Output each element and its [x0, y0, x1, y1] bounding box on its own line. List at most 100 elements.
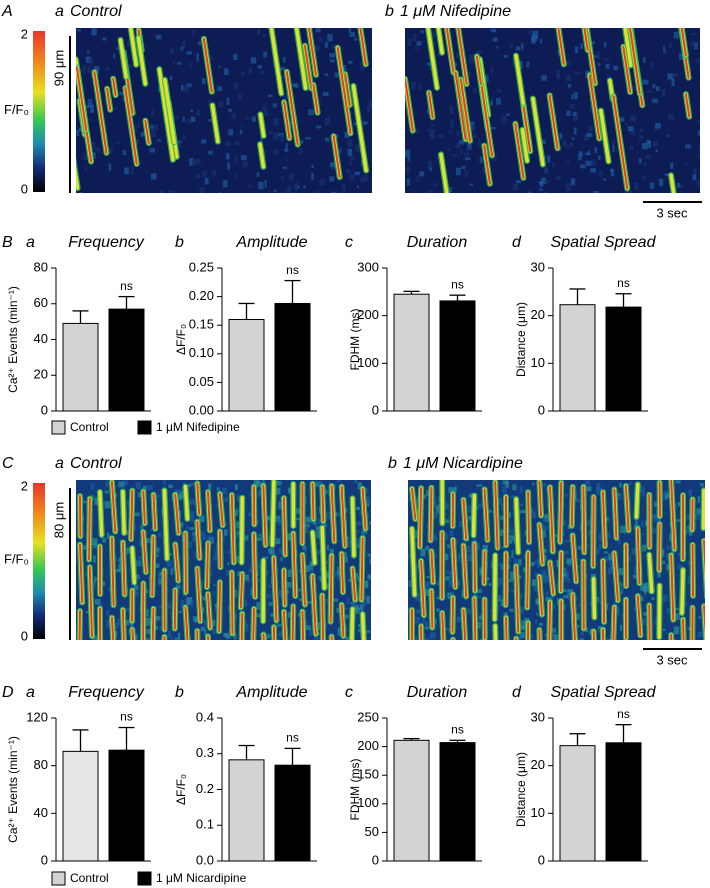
- y-tick-label: 200: [357, 307, 379, 322]
- kymo-noise: [280, 557, 283, 562]
- kymo-noise: [616, 569, 621, 572]
- kymo-noise: [565, 61, 571, 66]
- kymo-noise: [540, 483, 547, 487]
- kymo-noise: [469, 56, 476, 64]
- kymo-noise: [258, 489, 263, 497]
- streak: [269, 28, 283, 96]
- kymo-noise: [360, 177, 366, 183]
- kymo-noise: [263, 51, 268, 58]
- streak: [549, 561, 555, 595]
- kymo-noise: [154, 563, 160, 568]
- kymo-noise: [363, 602, 367, 605]
- kymo-noise: [90, 483, 95, 490]
- kymo-noise: [686, 513, 690, 520]
- kymo-noise: [415, 610, 422, 613]
- kymo-noise: [92, 635, 98, 640]
- kymo-noise: [490, 28, 496, 33]
- kymo-noise: [248, 67, 253, 74]
- kymo-noise: [327, 34, 333, 42]
- streak: [163, 78, 176, 145]
- kymo-noise: [199, 186, 205, 193]
- kymo-noise: [431, 31, 436, 38]
- kymo-noise: [178, 632, 181, 640]
- streak: [582, 485, 586, 554]
- kymo-noise: [273, 118, 279, 126]
- streak: [439, 152, 449, 193]
- kymo-noise: [596, 487, 602, 496]
- streak: [634, 482, 640, 519]
- bar: [559, 304, 596, 412]
- kymo-noise: [640, 533, 644, 536]
- chart-title: Spatial Spread: [551, 684, 657, 701]
- kymo-noise: [591, 41, 595, 45]
- kymo-noise: [518, 503, 524, 507]
- y-tick-label: 0.2: [196, 781, 214, 796]
- kymo-noise: [237, 94, 243, 100]
- kymo-noise: [605, 603, 609, 610]
- kymo-noise: [365, 501, 370, 507]
- kymo-noise: [344, 508, 348, 514]
- kymo-noise: [186, 599, 191, 606]
- kymo-noise: [233, 591, 238, 598]
- kymo-noise: [182, 116, 185, 122]
- kymo-noise: [335, 512, 342, 517]
- streak: [106, 87, 112, 111]
- kymo-noise: [660, 560, 666, 564]
- kymo-noise: [226, 570, 230, 576]
- kymo-noise: [316, 530, 322, 539]
- kymo-noise: [587, 150, 591, 155]
- streak: [451, 638, 455, 640]
- kymo-noise: [424, 638, 430, 640]
- kymo-noise: [218, 100, 224, 108]
- kymo-noise: [406, 178, 410, 186]
- streak: [454, 71, 467, 141]
- kymo-noise: [324, 73, 328, 76]
- kymo-noise: [530, 634, 534, 639]
- y-tick-label: 0.4: [196, 709, 214, 724]
- kymo-noise: [255, 563, 262, 569]
- kymo-noise: [429, 166, 433, 171]
- kymo-noise: [142, 485, 147, 491]
- kymo-noise: [657, 572, 661, 578]
- kymo-noise: [430, 123, 434, 127]
- kymo-noise: [189, 62, 192, 68]
- kymo-noise: [356, 185, 360, 189]
- kymo-noise: [478, 595, 482, 599]
- kymo-noise: [571, 94, 574, 100]
- image-title: 1 μM Nifedipine: [400, 3, 511, 20]
- streak: [361, 487, 367, 530]
- streak: [196, 629, 199, 640]
- streak: [636, 527, 641, 585]
- streak: [282, 497, 287, 556]
- kymo-noise: [248, 567, 252, 573]
- kymo-noise: [262, 33, 267, 38]
- kymo-noise: [308, 109, 314, 116]
- streak: [161, 633, 168, 640]
- kymo-noise: [243, 620, 247, 624]
- kymo-noise: [614, 600, 618, 607]
- kymo-noise: [568, 83, 572, 88]
- kymo-noise: [650, 62, 655, 69]
- kymo-noise: [497, 89, 501, 93]
- kymo-noise: [598, 601, 603, 604]
- kymo-noise: [673, 626, 680, 635]
- kymo-noise: [598, 543, 602, 551]
- kymo-noise: [619, 117, 625, 122]
- y-axis-label: Distance (μm): [514, 752, 528, 827]
- y-tick-label: 0.25: [189, 259, 214, 274]
- kymo-noise: [91, 141, 96, 149]
- streak: [205, 542, 209, 589]
- kymo-noise: [414, 498, 420, 506]
- y-tick-label: 60: [34, 295, 48, 310]
- kymo-noise: [661, 88, 666, 97]
- kymo-noise: [451, 487, 456, 492]
- kymo-noise: [418, 84, 422, 91]
- streak: [124, 87, 138, 165]
- kymo-noise: [344, 131, 350, 138]
- kymo-noise: [639, 135, 644, 140]
- kymo-noise: [444, 553, 449, 561]
- streak: [494, 481, 499, 549]
- kymo-noise: [465, 545, 471, 553]
- kymo-noise: [555, 175, 561, 180]
- subpanel-letter: b: [385, 3, 394, 20]
